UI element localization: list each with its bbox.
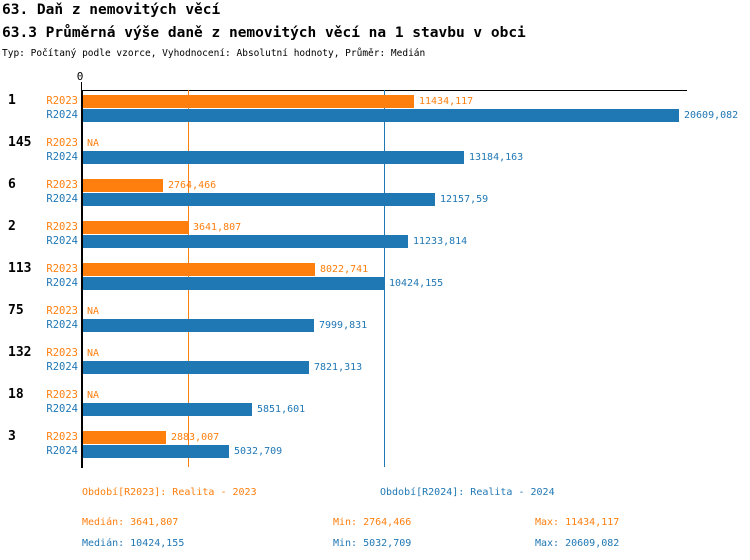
bar-value-r2024: 11233,814 bbox=[413, 236, 468, 247]
category-label: 132 bbox=[8, 345, 32, 360]
bar-r2024 bbox=[83, 319, 314, 332]
category-label: 2 bbox=[8, 219, 16, 234]
category-label: 3 bbox=[8, 429, 16, 444]
stat-max-r2024: Max: 20609,082 bbox=[535, 538, 620, 549]
x-axis-zero-label: 0 bbox=[76, 70, 84, 83]
series-label-r2024: R2024 bbox=[46, 151, 78, 163]
bar-value-r2024: 5851,601 bbox=[257, 404, 306, 415]
bar-value-r2024: 10424,155 bbox=[389, 278, 444, 289]
bar-r2024 bbox=[83, 235, 408, 248]
series-label-r2023: R2023 bbox=[46, 221, 78, 233]
series-label-r2023: R2023 bbox=[46, 179, 78, 191]
series-label-r2023: R2023 bbox=[46, 137, 78, 149]
report-subtitle: 63.3 Průměrná výše daně z nemovitých věc… bbox=[2, 25, 526, 41]
bar-r2024 bbox=[83, 193, 435, 206]
series-label-r2024: R2024 bbox=[46, 319, 78, 331]
bar-r2023 bbox=[83, 431, 166, 444]
bar-value-r2023: 8022,741 bbox=[320, 264, 369, 275]
stat-median-r2023: Medián: 3641,807 bbox=[82, 517, 179, 528]
series-label-r2024: R2024 bbox=[46, 403, 78, 415]
series-label-r2023: R2023 bbox=[46, 305, 78, 317]
bar-r2023 bbox=[83, 95, 414, 108]
bar-value-r2023-na: NA bbox=[87, 306, 100, 317]
legend-r2024: Období[R2024]: Realita - 2024 bbox=[380, 487, 555, 498]
report-meta-line: Typ: Počítaný podle vzorce, Vyhodnocení:… bbox=[2, 48, 426, 59]
series-label-r2023: R2023 bbox=[46, 95, 78, 107]
category-label: 18 bbox=[8, 387, 24, 402]
category-label: 1 bbox=[8, 93, 16, 108]
bar-value-r2024: 7821,313 bbox=[314, 362, 363, 373]
reference-line-median-r2024 bbox=[384, 90, 385, 467]
bar-value-r2023: 3641,807 bbox=[193, 222, 242, 233]
y-axis-line bbox=[81, 90, 83, 468]
bar-value-r2024: 7999,831 bbox=[319, 320, 368, 331]
bar-r2023 bbox=[83, 221, 188, 234]
series-label-r2024: R2024 bbox=[46, 277, 78, 289]
bar-r2023 bbox=[83, 179, 163, 192]
series-label-r2023: R2023 bbox=[46, 263, 78, 275]
bar-value-r2023: 2883,007 bbox=[171, 432, 220, 443]
bar-r2024 bbox=[83, 109, 679, 122]
category-label: 75 bbox=[8, 303, 24, 318]
bar-value-r2023-na: NA bbox=[87, 390, 100, 401]
bar-value-r2023: 2764,466 bbox=[168, 180, 217, 191]
bar-value-r2024: 20609,082 bbox=[684, 110, 739, 121]
series-label-r2024: R2024 bbox=[46, 193, 78, 205]
bar-r2024 bbox=[83, 403, 252, 416]
stat-max-r2023: Max: 11434,117 bbox=[535, 517, 620, 528]
x-axis-zero-tick bbox=[81, 82, 82, 90]
bar-r2024 bbox=[83, 151, 464, 164]
bar-value-r2024: 13184,163 bbox=[469, 152, 524, 163]
report-title: 63. Daň z nemovitých věcí bbox=[2, 2, 221, 18]
bar-r2024 bbox=[83, 361, 309, 374]
bar-value-r2023-na: NA bbox=[87, 138, 100, 149]
series-label-r2024: R2024 bbox=[46, 109, 78, 121]
legend-r2023: Období[R2023]: Realita - 2023 bbox=[82, 487, 257, 498]
bar-value-r2023-na: NA bbox=[87, 348, 100, 359]
bar-r2024 bbox=[83, 445, 229, 458]
series-label-r2023: R2023 bbox=[46, 431, 78, 443]
bar-r2023 bbox=[83, 263, 315, 276]
stat-min-r2024: Min: 5032,709 bbox=[333, 538, 412, 549]
series-label-r2024: R2024 bbox=[46, 361, 78, 373]
bar-r2024 bbox=[83, 277, 384, 290]
stat-median-r2024: Medián: 10424,155 bbox=[82, 538, 185, 549]
series-label-r2024: R2024 bbox=[46, 445, 78, 457]
stat-min-r2023: Min: 2764,466 bbox=[333, 517, 412, 528]
category-label: 145 bbox=[8, 135, 32, 150]
series-label-r2024: R2024 bbox=[46, 235, 78, 247]
bar-value-r2023: 11434,117 bbox=[419, 96, 474, 107]
series-label-r2023: R2023 bbox=[46, 347, 78, 359]
bar-value-r2024: 12157,59 bbox=[440, 194, 489, 205]
series-label-r2023: R2023 bbox=[46, 389, 78, 401]
category-label: 113 bbox=[8, 261, 32, 276]
category-label: 6 bbox=[8, 177, 16, 192]
bar-value-r2024: 5032,709 bbox=[234, 446, 283, 457]
